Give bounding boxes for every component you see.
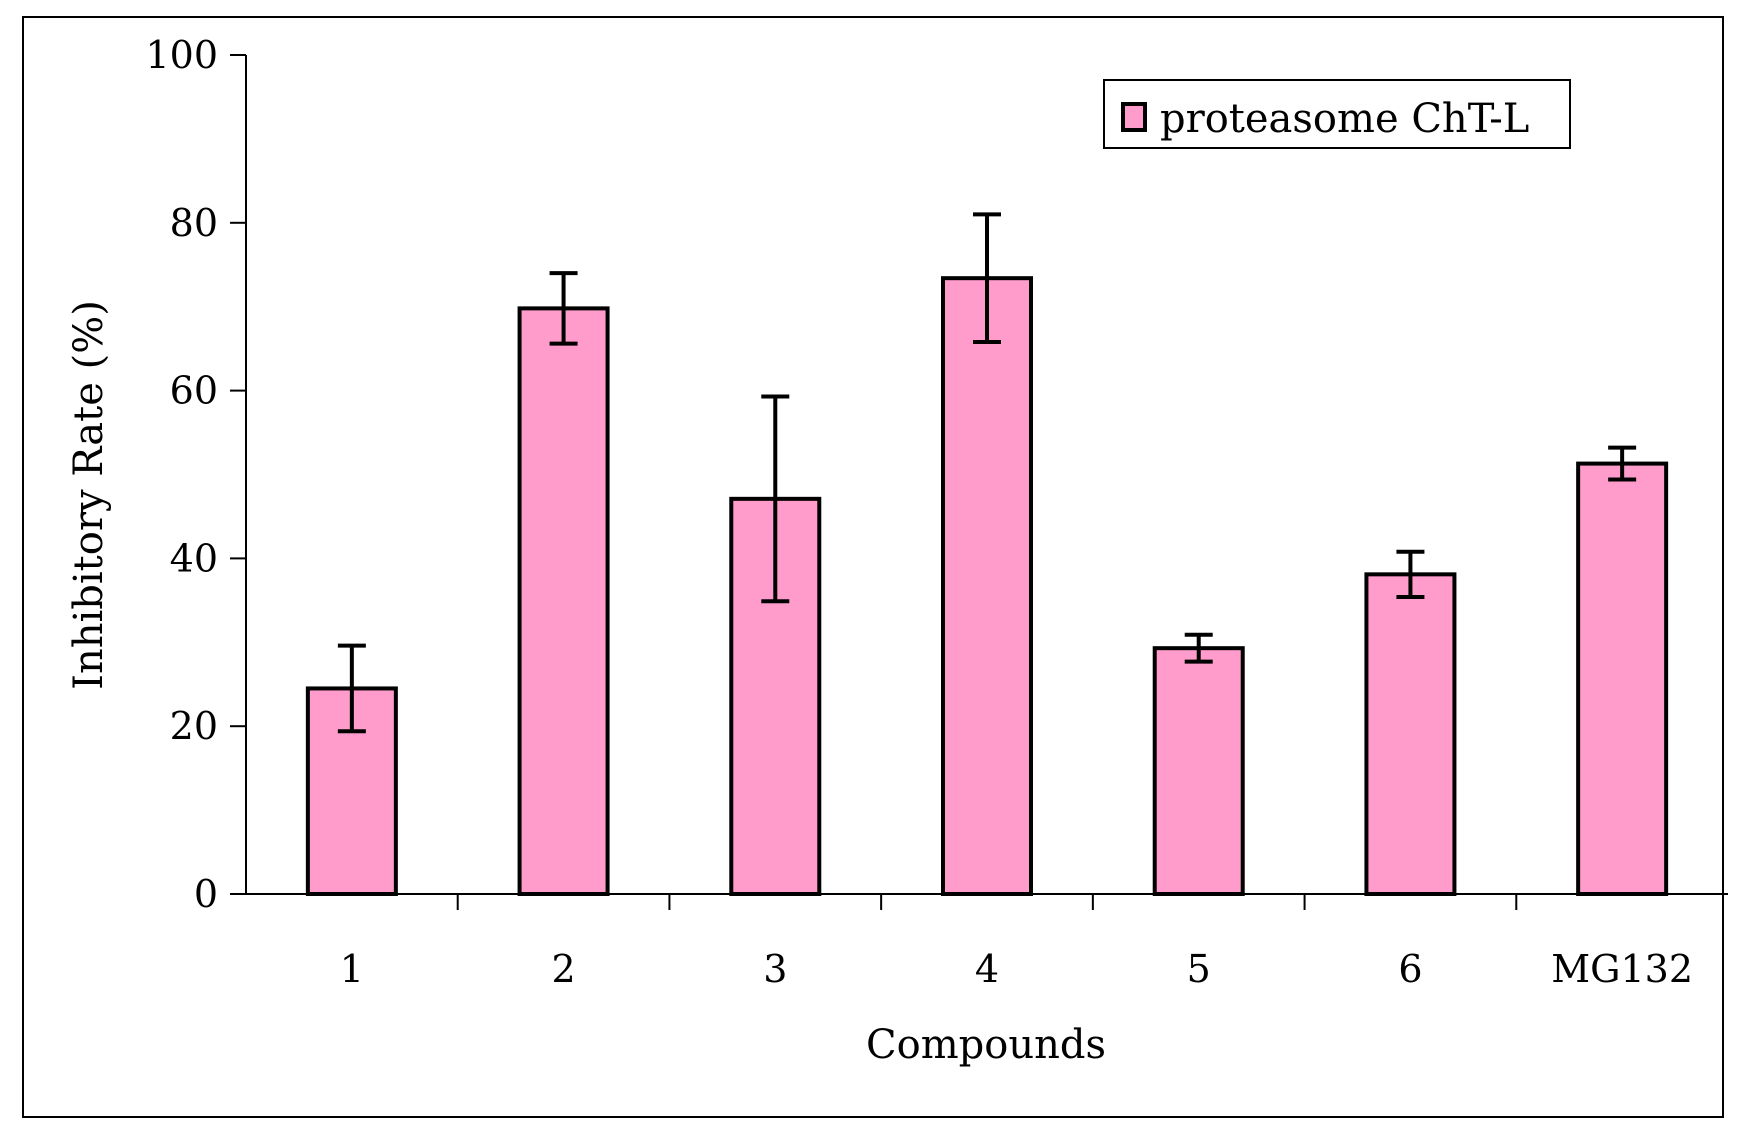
x-tick-label: 1 <box>340 947 364 991</box>
bars-layer <box>305 276 1669 896</box>
x-tick-label: 3 <box>763 947 787 991</box>
bar <box>1152 646 1245 896</box>
x-tick-label: MG132 <box>1551 947 1693 991</box>
x-tick-label: 6 <box>1398 947 1422 991</box>
y-tick-label: 100 <box>145 33 218 77</box>
legend-box <box>1103 79 1571 149</box>
axes-layer <box>245 55 1728 895</box>
error-bar <box>1608 445 1637 482</box>
y-tick-label: 20 <box>170 704 218 748</box>
error-bar <box>1184 632 1213 664</box>
bar <box>1364 572 1457 896</box>
error-bar <box>1396 549 1425 599</box>
x-tick-label: 2 <box>551 947 575 991</box>
y-tick-label: 80 <box>170 201 218 245</box>
error-bar <box>973 212 1001 344</box>
y-tick-label: 40 <box>170 536 218 580</box>
x-ticks: 1 2 3 4 5 6 MG132 <box>340 894 1693 991</box>
legend-label: proteasome ChT-L <box>1160 96 1529 142</box>
y-tick-label: 60 <box>170 369 218 413</box>
error-bars-layer <box>337 212 1637 734</box>
bar <box>1576 461 1669 896</box>
chart-frame <box>22 16 1724 1118</box>
y-tick-label: 0 <box>194 872 218 916</box>
error-bar <box>549 271 578 346</box>
error-bar <box>761 394 790 604</box>
x-tick-label: 4 <box>975 947 999 991</box>
bar <box>517 306 610 896</box>
x-tick-label: 5 <box>1187 947 1211 991</box>
error-bar <box>337 643 366 734</box>
y-axis-title: Inhibitory Rate (%) <box>66 300 112 690</box>
legend: proteasome ChT-L <box>1103 79 1571 149</box>
y-ticks: 0 20 40 60 80 100 <box>145 33 246 916</box>
bar <box>941 276 1033 896</box>
x-axis-title: Compounds <box>866 1022 1106 1068</box>
legend-swatch <box>1121 102 1147 132</box>
